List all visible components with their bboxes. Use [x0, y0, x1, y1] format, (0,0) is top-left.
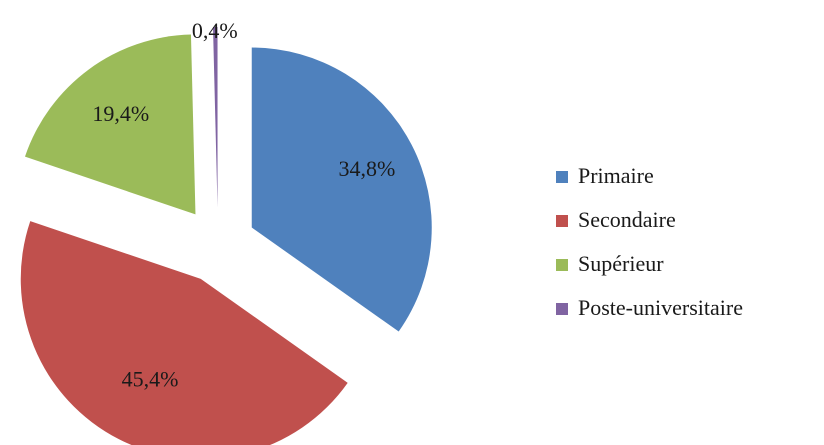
- legend-label: Primaire: [578, 163, 654, 188]
- slice-data-label: 19,4%: [92, 101, 149, 126]
- pie-slice-labels: 34,8% 45,4% 19,4% 0,4%: [92, 18, 395, 391]
- slice-data-label: 45,4%: [122, 366, 179, 391]
- slice-data-label: 34,8%: [338, 156, 395, 181]
- pie-slices: [20, 27, 432, 445]
- pie-slice-poste-universitaire: [212, 27, 218, 208]
- legend-label: Secondaire: [578, 207, 676, 232]
- legend-swatch: [556, 259, 568, 271]
- chart-legend: Primaire Secondaire Supérieur Poste-univers…: [556, 163, 743, 320]
- legend-label: Poste-universitaire: [578, 295, 743, 320]
- pie-slice-primaire: [251, 47, 432, 332]
- legend-swatch: [556, 303, 568, 315]
- pie-slice-sup-rieur: [24, 34, 196, 215]
- legend-label: Supérieur: [578, 251, 664, 276]
- slice-data-label: 0,4%: [192, 18, 238, 43]
- pie-slice-secondaire: [20, 221, 348, 445]
- legend-swatch: [556, 171, 568, 183]
- legend-swatch: [556, 215, 568, 227]
